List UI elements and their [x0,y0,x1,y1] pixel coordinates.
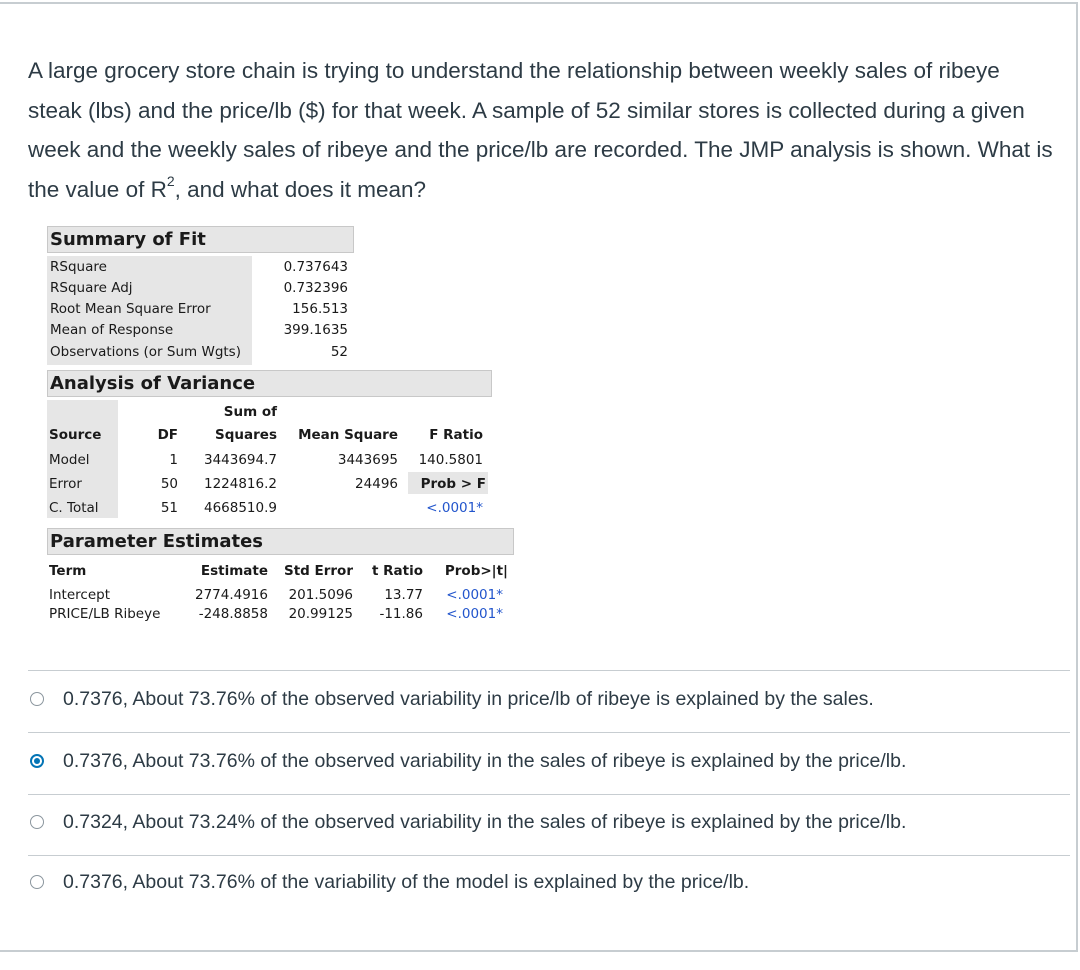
anova-ms-model: 3443695 [337,452,398,468]
answer-choice-label[interactable]: 0.7324, About 73.24% of the observed var… [63,810,907,833]
choice-separator [28,855,1070,856]
anova-source-total: C. Total [49,500,99,516]
pe-header-std-error: Std Error [283,563,353,579]
summary-of-fit-labels-bg [47,256,252,365]
anova-df-model: 1 [169,452,178,468]
anova-prob-label-bg [408,472,488,494]
anova-header-df: DF [157,427,178,443]
anova-header-squares: Squares [215,427,277,443]
radio-button[interactable] [30,815,44,829]
choice-separator [28,670,1070,671]
anova-ss-model: 3443694.7 [203,452,277,468]
anova-ss-total: 4668510.9 [203,500,277,516]
anova-source-error: Error [49,476,82,492]
question-superscript: 2 [166,173,175,189]
radio-button[interactable] [30,875,44,889]
pe-prob-intercept: <.0001* [446,587,503,603]
pe-prob-price: <.0001* [446,606,503,622]
fit-value-rmse: 156.513 [292,301,348,317]
question-text: A large grocery store chain is trying to… [28,51,1058,209]
fit-label-mean-response: Mean of Response [50,322,174,338]
summary-of-fit-header: Summary of Fit [47,226,354,253]
fit-label-rmse: Root Mean Square Error [50,301,211,317]
pe-header-estimate: Estimate [200,563,268,579]
answer-choice-label[interactable]: 0.7376, About 73.76% of the observed var… [63,749,907,772]
anova-header: Analysis of Variance [47,370,492,397]
fit-label-rsquare-adj: RSquare Adj [50,280,133,296]
pe-term-price: PRICE/LB Ribeye [49,606,161,622]
fit-value-mean-response: 399.1635 [283,322,348,338]
answer-choice-2[interactable]: 0.7376, About 73.76% of the observed var… [30,746,906,776]
fit-value-rsquare: 0.737643 [283,259,348,275]
fit-value-observations: 52 [330,344,348,360]
parameter-estimates-header: Parameter Estimates [47,528,514,555]
pe-header-t-ratio: t Ratio [371,563,423,579]
fit-label-rsquare: RSquare [50,259,107,275]
pe-header-prob: Prob>|t| [444,563,508,579]
question-text-end: , and what does it mean? [174,176,427,202]
anova-prob-f-value: <.0001* [426,500,483,516]
anova-df-error: 50 [160,476,178,492]
answer-choice-3[interactable]: 0.7324, About 73.24% of the observed var… [30,807,906,837]
anova-prob-f-label: Prob > F [420,476,486,492]
anova-source-model: Model [49,452,90,468]
anova-source-bg [47,400,118,518]
pe-std-error-intercept: 201.5096 [288,587,353,603]
pe-std-error-price: 20.99125 [288,606,353,622]
choice-separator [28,732,1070,733]
anova-ms-error: 24496 [355,476,398,492]
answer-choice-1[interactable]: 0.7376, About 73.76% of the observed var… [30,684,874,714]
pe-header-term: Term [49,563,87,579]
answer-choice-4[interactable]: 0.7376, About 73.76% of the variability … [30,867,749,897]
anova-header-source: Source [49,427,102,443]
anova-ss-error: 1224816.2 [203,476,277,492]
anova-header-mean-square: Mean Square [298,427,398,443]
anova-header-sum-of: Sum of [223,404,277,420]
answer-choice-label[interactable]: 0.7376, About 73.76% of the variability … [63,870,750,893]
radio-button[interactable] [30,692,44,706]
anova-header-f-ratio: F Ratio [429,427,483,443]
radio-button-selected[interactable] [30,754,44,768]
anova-f-model: 140.5801 [418,452,483,468]
answer-choice-label[interactable]: 0.7376, About 73.76% of the observed var… [63,687,874,710]
pe-term-intercept: Intercept [49,587,110,603]
question-frame [0,2,1078,952]
choice-separator [28,794,1070,795]
pe-t-ratio-price: -11.86 [379,606,423,622]
question-text-main: A large grocery store chain is trying to… [28,58,1053,202]
pe-estimate-price: -248.8858 [198,606,268,622]
fit-label-observations: Observations (or Sum Wgts) [50,344,241,360]
anova-df-total: 51 [160,500,178,516]
pe-estimate-intercept: 2774.4916 [194,587,268,603]
fit-value-rsquare-adj: 0.732396 [283,280,348,296]
pe-t-ratio-intercept: 13.77 [384,587,423,603]
